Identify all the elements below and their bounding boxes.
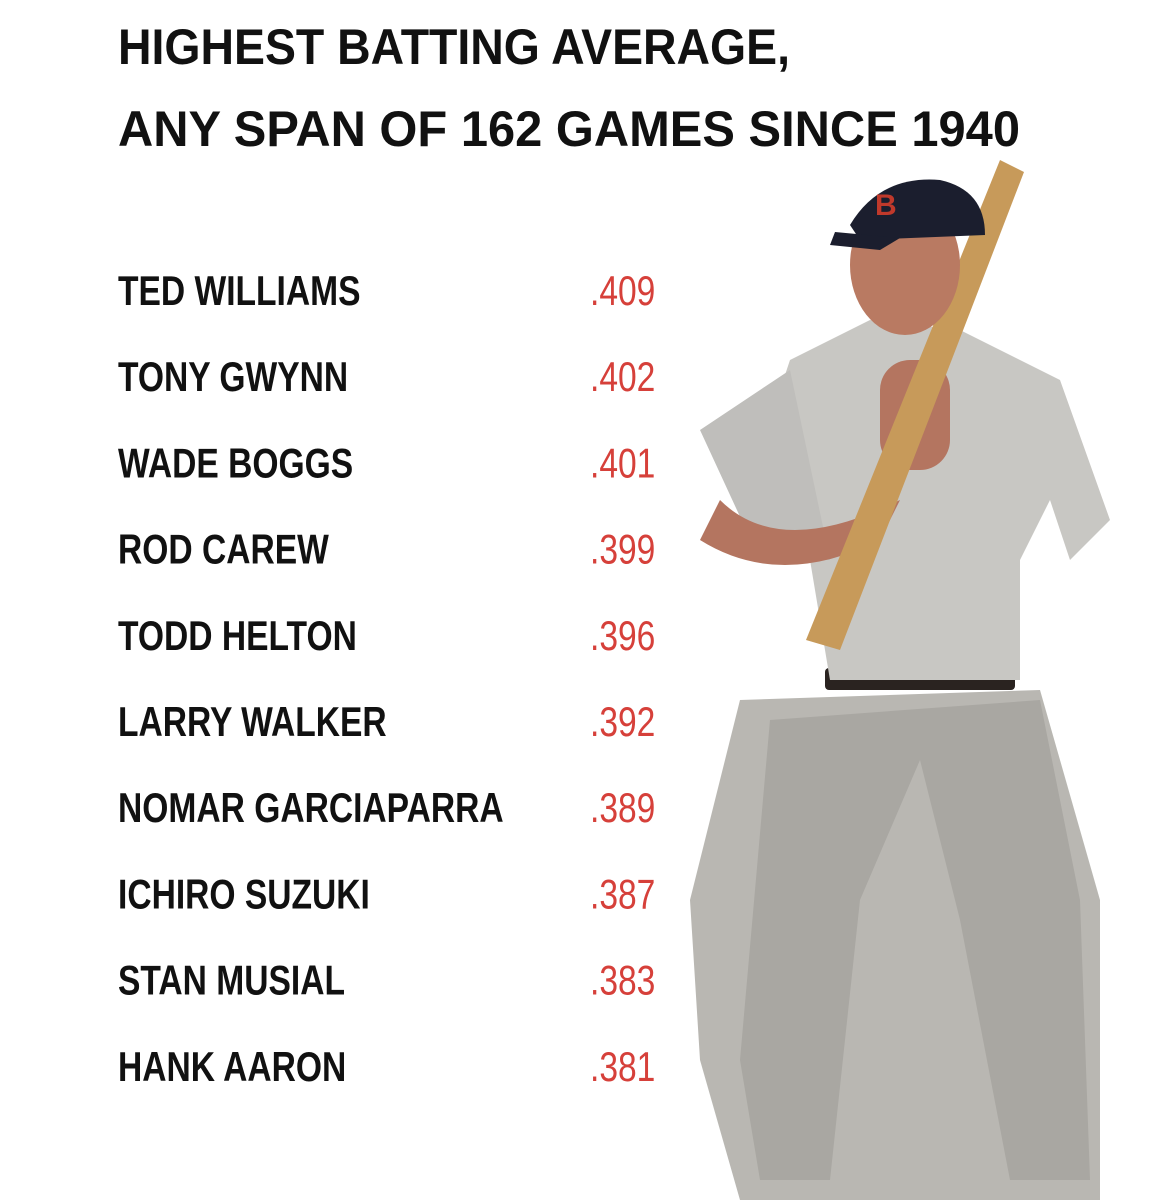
- player-name: WADE BOGGS: [118, 441, 353, 487]
- svg-text:B: B: [875, 189, 897, 222]
- player-name: ROD CAREW: [118, 527, 329, 573]
- batting-average: .383: [590, 958, 655, 1004]
- title-line: ANY SPAN OF 162 GAMES SINCE 1940: [118, 101, 1020, 157]
- batting-average: .401: [590, 441, 655, 487]
- batting-average: .381: [590, 1044, 655, 1090]
- player-name: STAN MUSIAL: [118, 958, 345, 1004]
- player-name: HANK AARON: [118, 1044, 346, 1090]
- player-name: ICHIRO SUZUKI: [118, 872, 370, 918]
- batting-average: .399: [590, 527, 655, 573]
- player-illustration: B: [690, 160, 1110, 1200]
- batting-average: .396: [590, 613, 655, 659]
- player-name: TODD HELTON: [118, 613, 357, 659]
- player-name: TED WILLIAMS: [118, 269, 361, 315]
- player-name: NOMAR GARCIAPARRA: [118, 786, 504, 832]
- player-name: TONY GWYNN: [118, 355, 348, 401]
- title-line: HIGHEST BATTING AVERAGE,: [118, 19, 790, 75]
- batting-average: .389: [590, 786, 655, 832]
- player-name: LARRY WALKER: [118, 700, 387, 746]
- batting-average: .409: [590, 269, 655, 315]
- batting-average: .387: [590, 872, 655, 918]
- batting-average: .392: [590, 700, 655, 746]
- batting-average: .402: [590, 355, 655, 401]
- ranking-list: TED WILLIAMS .409 TONY GWYNN .402 WADE BOGGS…: [118, 269, 655, 1091]
